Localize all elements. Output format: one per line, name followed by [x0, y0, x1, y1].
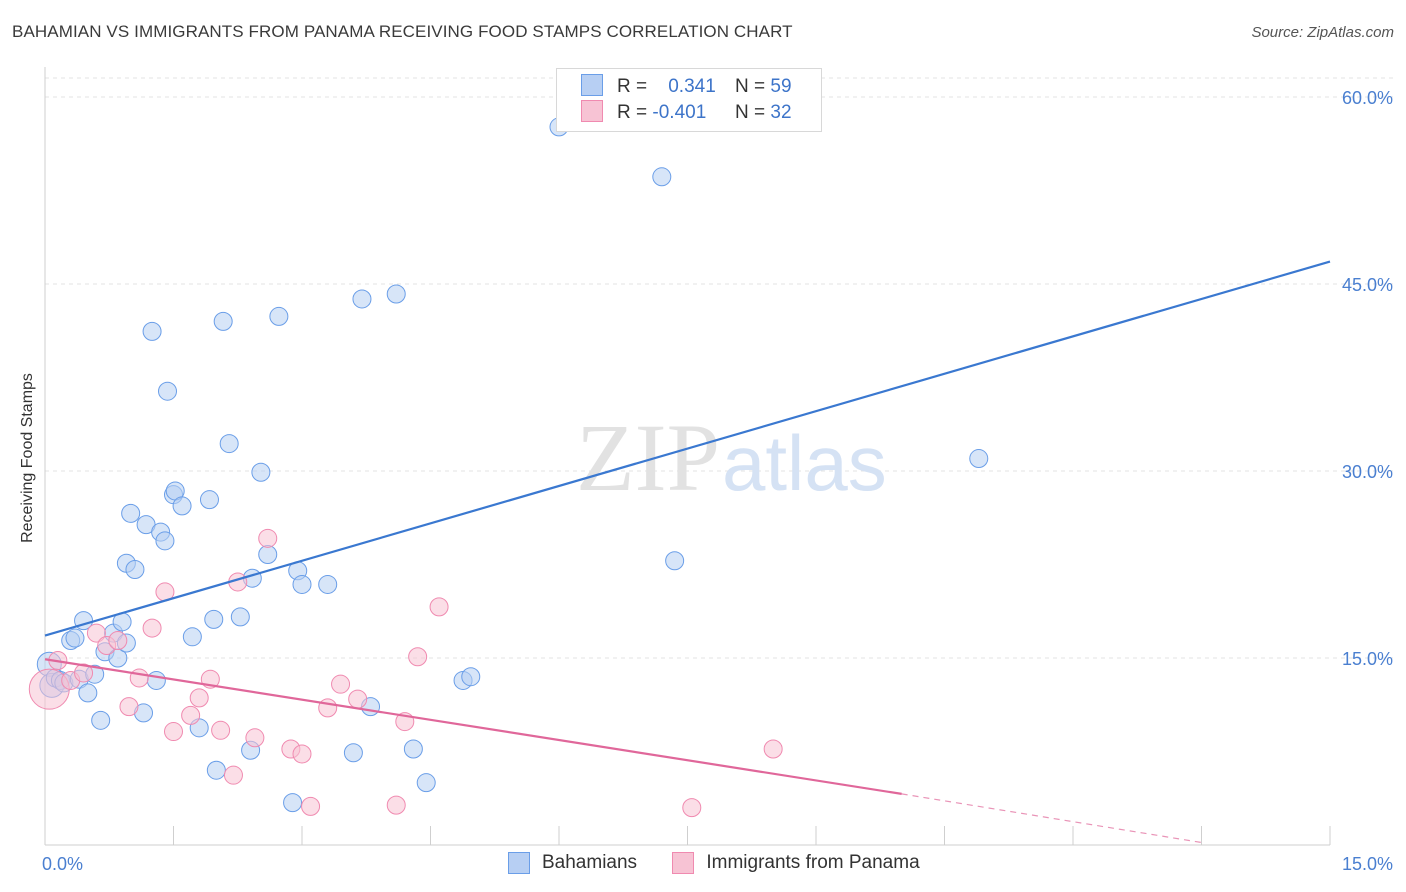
- series-legend: Bahamians Immigrants from Panama: [508, 852, 950, 880]
- data-point-bahamians: [204, 609, 224, 629]
- data-point-bahamians: [206, 760, 226, 780]
- y-tick-label: 15.0%: [1342, 649, 1393, 669]
- data-point-panama: [189, 688, 209, 708]
- legend-swatch-bahamians: [508, 852, 530, 874]
- data-point-bahamians: [665, 551, 685, 571]
- legend-r-label: R =: [617, 102, 648, 124]
- y-tick-label: 45.0%: [1342, 275, 1393, 295]
- data-point-panama: [119, 697, 139, 717]
- legend-n-value: 59: [770, 76, 792, 98]
- data-point-panama: [258, 528, 278, 548]
- trend-lines: [44, 260, 1331, 844]
- data-point-panama: [181, 705, 201, 725]
- data-point-bahamians: [403, 739, 423, 759]
- trend-line-panama: [44, 658, 902, 795]
- data-point-panama: [348, 689, 368, 709]
- data-point-panama: [301, 796, 321, 816]
- data-point-bahamians: [219, 434, 239, 454]
- legend-swatch-panama: [672, 852, 695, 874]
- legend-swatch-bahamians: [581, 74, 603, 96]
- axes: [44, 67, 1331, 846]
- data-point-bahamians: [65, 628, 85, 648]
- legend-label-panama: Immigrants from Panama: [706, 852, 920, 873]
- data-point-panama: [408, 647, 428, 667]
- data-point-bahamians: [155, 531, 175, 551]
- data-point-panama: [318, 698, 338, 718]
- chart-source: Source: ZipAtlas.com: [1251, 24, 1394, 41]
- legend-r-value: 0.341: [668, 76, 716, 98]
- data-point-bahamians: [461, 667, 481, 687]
- data-point-bahamians: [182, 627, 202, 647]
- data-point-bahamians: [318, 574, 338, 594]
- data-point-bahamians: [269, 306, 289, 326]
- data-point-bahamians: [283, 793, 303, 813]
- data-point-panama: [129, 668, 149, 688]
- data-point-panama: [86, 623, 106, 643]
- legend-r-value: -0.401: [652, 102, 707, 124]
- legend-swatch-panama: [581, 100, 603, 122]
- data-point-bahamians: [142, 321, 162, 341]
- data-point-panama: [763, 739, 783, 759]
- data-point-bahamians: [121, 503, 141, 523]
- data-point-panama: [429, 597, 449, 617]
- data-point-panama: [74, 663, 94, 683]
- data-points: [28, 117, 989, 818]
- data-point-bahamians: [158, 381, 178, 401]
- tick-labels: 15.0% 30.0% 45.0% 60.0% 0.0% 15.0%: [42, 88, 1393, 874]
- legend-r-label: R =: [617, 76, 648, 98]
- data-point-bahamians: [292, 574, 312, 594]
- data-point-bahamians: [386, 284, 406, 304]
- legend-row-bahamians: R = 0.341 N = 59: [581, 74, 792, 100]
- data-point-bahamians: [652, 167, 672, 187]
- data-point-bahamians: [352, 289, 372, 309]
- data-point-bahamians: [258, 545, 278, 565]
- data-point-panama: [331, 674, 351, 694]
- legend-n-label: N =: [735, 102, 766, 124]
- data-point-panama: [223, 765, 243, 785]
- data-point-panama: [245, 728, 265, 748]
- data-point-bahamians: [343, 743, 363, 763]
- legend-row-panama: R = -0.401 N = 32: [581, 100, 792, 126]
- legend-label-bahamians: Bahamians: [542, 852, 638, 873]
- data-point-bahamians: [172, 496, 192, 516]
- data-point-panama: [292, 744, 312, 764]
- data-point-bahamians: [213, 311, 233, 331]
- data-point-bahamians: [416, 773, 436, 793]
- x-tick-label: 0.0%: [42, 854, 83, 874]
- data-point-panama: [108, 631, 128, 651]
- legend-item-panama[interactable]: Immigrants from Panama: [672, 852, 920, 874]
- data-point-panama: [142, 618, 162, 638]
- correlation-legend: R = 0.341 N = 59 R = -0.401 N = 32: [556, 68, 822, 132]
- data-point-bahamians: [125, 559, 145, 579]
- data-point-bahamians: [230, 607, 250, 627]
- trend-line-bahamians: [44, 260, 1331, 637]
- data-point-panama: [211, 720, 231, 740]
- data-point-bahamians: [199, 490, 219, 510]
- legend-n-value: 32: [770, 102, 792, 124]
- data-point-panama: [164, 722, 183, 742]
- y-tick-label: 60.0%: [1342, 88, 1393, 108]
- data-point-bahamians: [251, 462, 271, 482]
- trend-line-panama-extension: [901, 793, 1202, 844]
- watermark-atlas: atlas: [722, 419, 887, 507]
- x-tick-label: 15.0%: [1342, 854, 1393, 874]
- data-point-bahamians: [91, 710, 111, 730]
- data-point-panama: [386, 795, 406, 815]
- legend-item-bahamians[interactable]: Bahamians: [508, 852, 637, 874]
- data-point-panama: [682, 798, 702, 818]
- y-tick-label: 30.0%: [1342, 462, 1393, 482]
- watermark-zip: ZIP: [576, 404, 720, 511]
- chart-title: BAHAMIAN VS IMMIGRANTS FROM PANAMA RECEI…: [12, 22, 793, 41]
- data-point-bahamians: [78, 683, 98, 703]
- legend-n-label: N =: [735, 76, 766, 98]
- data-point-bahamians: [146, 670, 166, 690]
- data-point-bahamians: [969, 449, 989, 469]
